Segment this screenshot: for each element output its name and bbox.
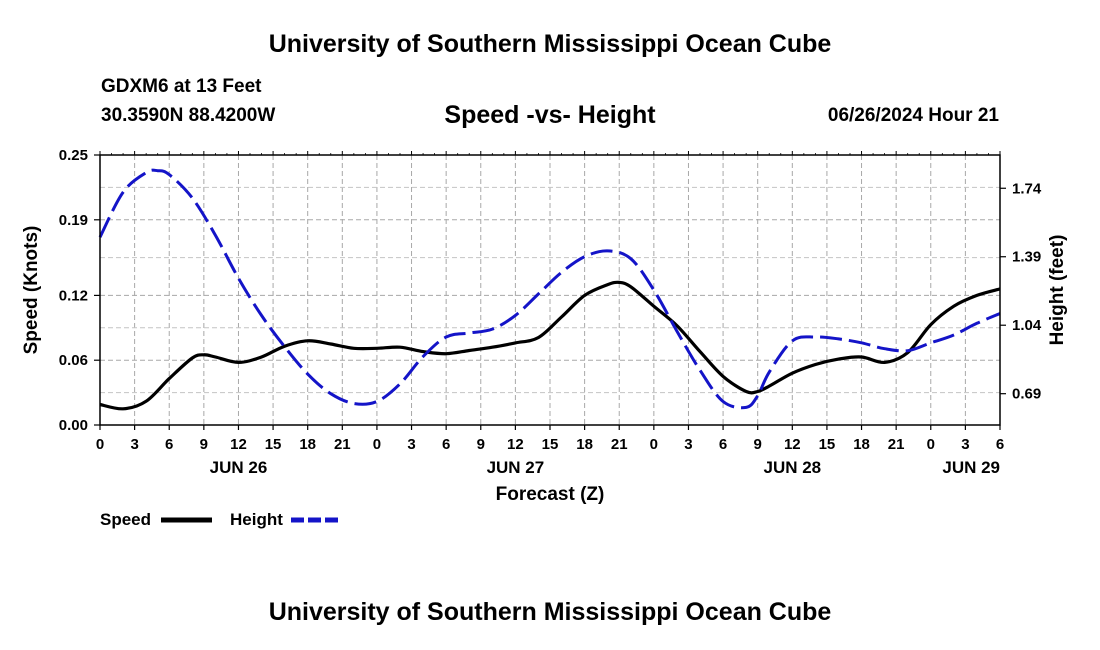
y-left-tick-label: 0.12 [59, 287, 88, 304]
y-right-tick-label: 1.39 [1012, 249, 1041, 266]
y-left-tick-label: 0.19 [59, 212, 88, 229]
station-coordinates: 30.3590N 88.4200W [101, 105, 276, 126]
grid-layer [100, 155, 1000, 425]
date-label: JUN 27 [487, 458, 545, 477]
x-tick-label: 0 [96, 436, 104, 453]
series-layer [98, 168, 1001, 411]
x-tick-label: 15 [542, 436, 559, 453]
x-tick-label: 0 [373, 436, 381, 453]
y-left-tick-label: 0.00 [59, 417, 88, 434]
station-label: GDXM6 at 13 Feet [101, 76, 262, 97]
y-right-tick-label: 0.69 [1012, 386, 1041, 403]
x-tick-label: 3 [684, 436, 692, 453]
legend: Speed Height [100, 510, 342, 529]
x-tick-label: 18 [853, 436, 870, 453]
x-tick-label: 9 [200, 436, 208, 453]
x-tick-label: 3 [130, 436, 138, 453]
x-tick-label: 18 [299, 436, 316, 453]
x-tick-label: 21 [334, 436, 351, 453]
x-tick-label: 9 [754, 436, 762, 453]
x-tick-label: 6 [165, 436, 173, 453]
height-series-line [98, 168, 1001, 410]
legend-height-label: Height [230, 510, 283, 529]
date-label: JUN 29 [942, 458, 1000, 477]
x-tick-label: 18 [576, 436, 593, 453]
x-tick-label: 9 [477, 436, 485, 453]
y-left-tick-label: 0.25 [59, 147, 88, 164]
x-tick-label: 12 [507, 436, 524, 453]
speed-series-line [99, 280, 1001, 411]
x-tick-label: 0 [927, 436, 935, 453]
legend-speed-label: Speed [100, 510, 151, 529]
x-tick-label: 15 [265, 436, 282, 453]
y-axis-right-label: Height (feet) [1047, 235, 1068, 346]
x-tick-label: 21 [611, 436, 628, 453]
x-tick-label: 6 [719, 436, 727, 453]
x-tick-label: 3 [961, 436, 969, 453]
x-tick-label: 15 [819, 436, 836, 453]
date-label: JUN 28 [763, 458, 821, 477]
x-tick-label: 3 [407, 436, 415, 453]
footer-title: University of Southern Mississippi Ocean… [268, 598, 832, 626]
x-tick-label: 12 [784, 436, 801, 453]
x-tick-label: 12 [230, 436, 247, 453]
y-axis-left-label: Speed (Knots) [21, 226, 42, 355]
page-title: University of Southern Mississippi Ocean… [268, 30, 832, 58]
x-tick-label: 6 [996, 436, 1004, 453]
forecast-timestamp: 06/26/2024 Hour 21 [827, 105, 999, 126]
x-tick-label: 21 [888, 436, 905, 453]
x-tick-label: 6 [442, 436, 450, 453]
date-label: JUN 26 [210, 458, 268, 477]
axis-layer: 0 3 6 9 12 15 18 21 0 3 6 9 12 15 18 21 0 3 6 9 12 15 18 21 0 3 6 J… [59, 147, 1042, 477]
y-right-tick-label: 1.04 [1012, 317, 1042, 334]
chart-title: Speed -vs- Height [444, 101, 656, 129]
y-right-tick-label: 1.74 [1012, 180, 1042, 197]
x-axis-label: Forecast (Z) [496, 484, 605, 505]
y-left-tick-label: 0.06 [59, 352, 88, 369]
x-tick-label: 0 [650, 436, 658, 453]
